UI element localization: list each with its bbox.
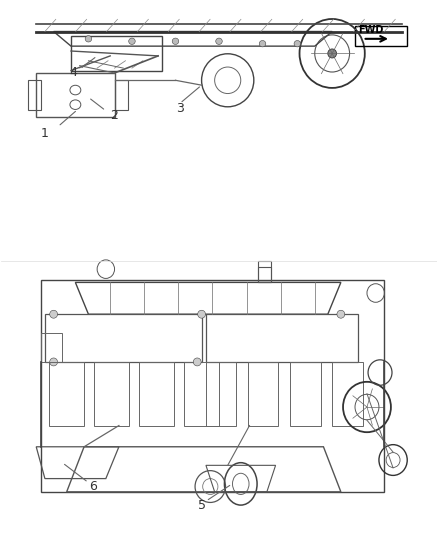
Ellipse shape bbox=[259, 41, 266, 47]
Text: 3: 3 bbox=[176, 102, 184, 115]
Ellipse shape bbox=[129, 38, 135, 44]
Ellipse shape bbox=[328, 49, 336, 58]
Text: 6: 6 bbox=[89, 480, 97, 493]
Ellipse shape bbox=[49, 310, 57, 318]
Ellipse shape bbox=[294, 41, 300, 47]
Text: 5: 5 bbox=[198, 498, 205, 512]
Ellipse shape bbox=[85, 36, 92, 42]
Ellipse shape bbox=[216, 38, 222, 44]
Ellipse shape bbox=[193, 358, 201, 366]
Ellipse shape bbox=[49, 358, 57, 366]
Ellipse shape bbox=[337, 310, 345, 318]
Text: FWD: FWD bbox=[358, 25, 384, 35]
Ellipse shape bbox=[172, 38, 179, 44]
Ellipse shape bbox=[198, 310, 205, 318]
Text: 2: 2 bbox=[111, 109, 119, 122]
Text: 1: 1 bbox=[41, 127, 49, 140]
Text: 4: 4 bbox=[69, 67, 77, 79]
